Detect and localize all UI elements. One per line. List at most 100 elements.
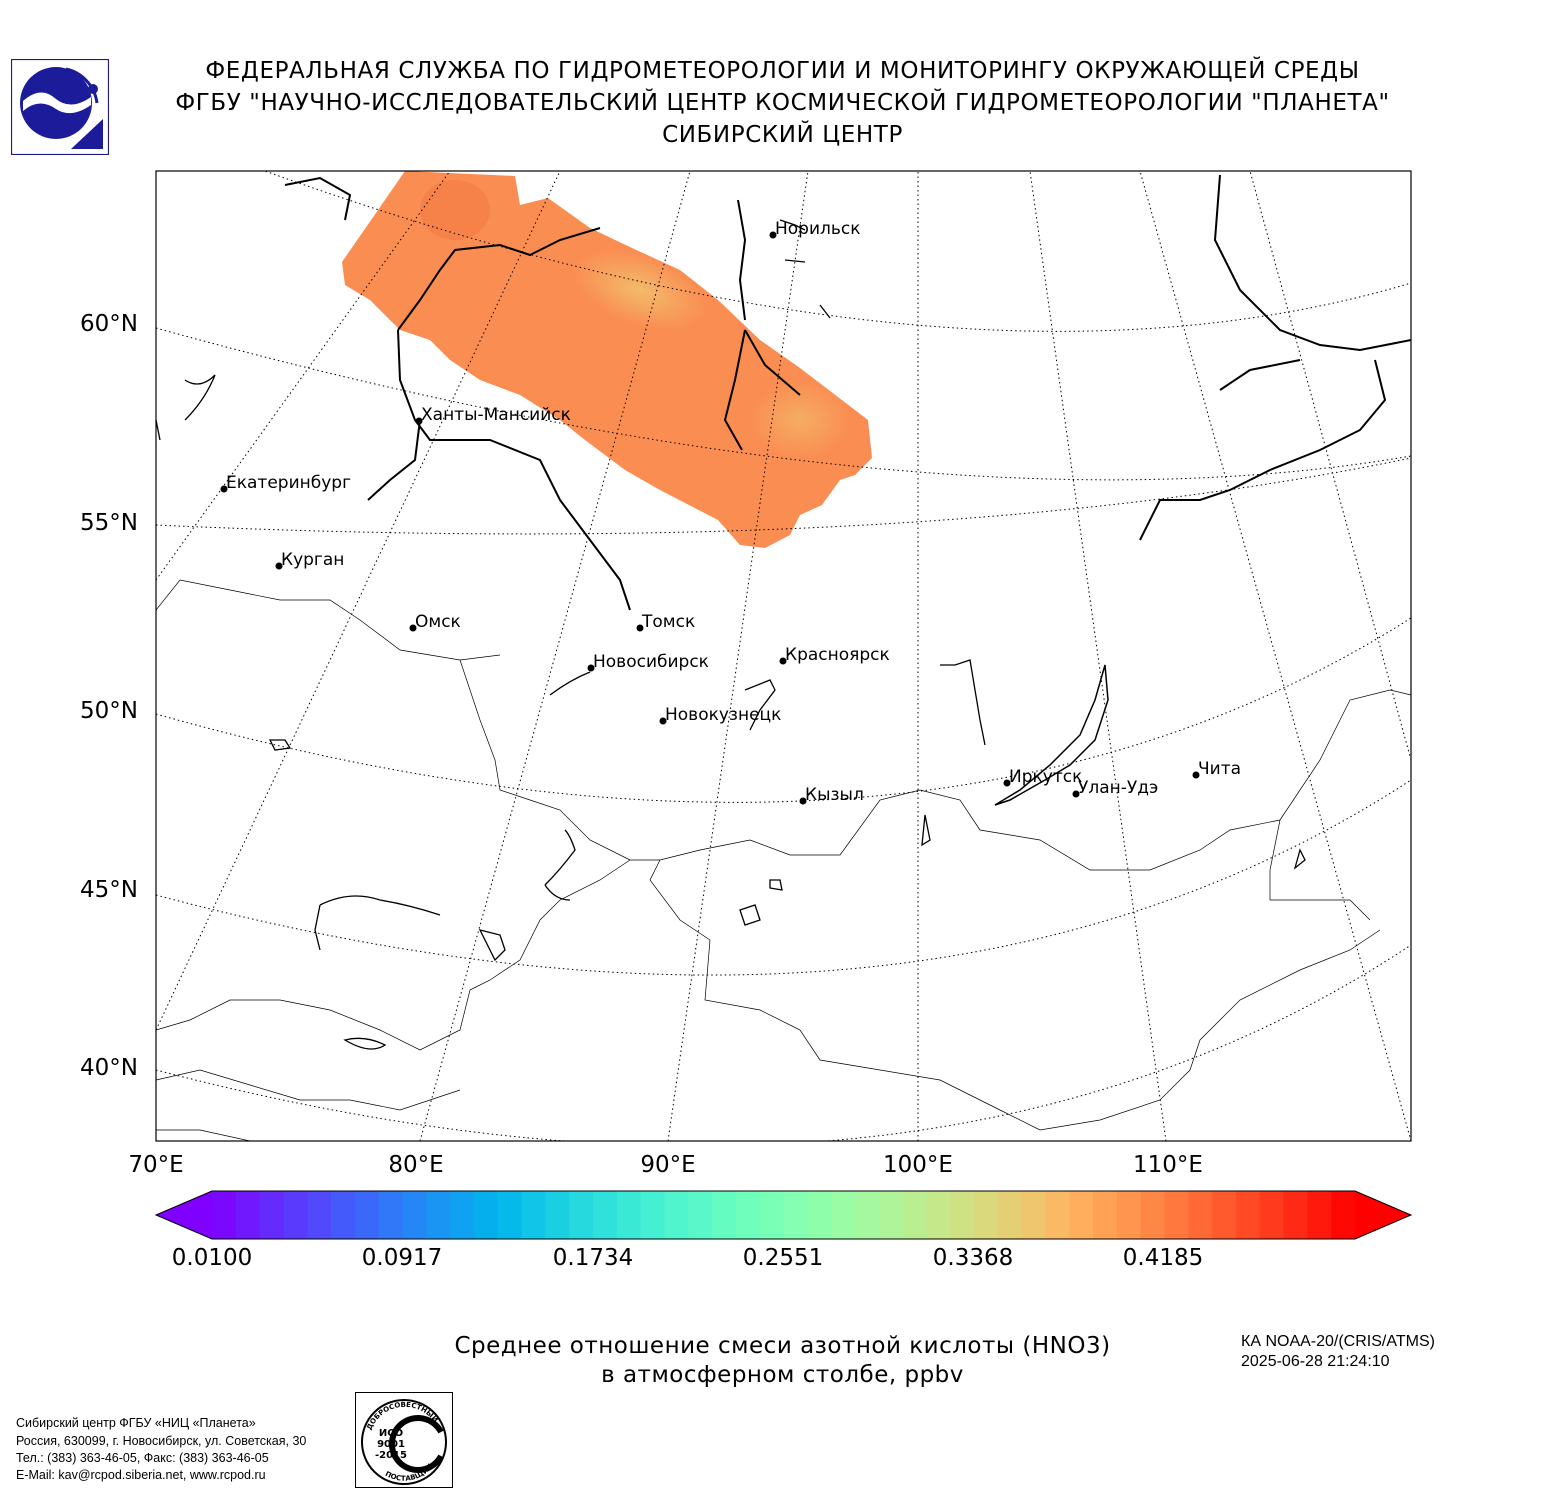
- colorbar-cell: [1140, 1191, 1166, 1239]
- planeta-logo: [10, 58, 110, 156]
- city-label: Новосибирск: [593, 652, 709, 672]
- colorbar-cell: [1021, 1191, 1047, 1239]
- header-line-1: ФЕДЕРАЛЬНАЯ СЛУЖБА ПО ГИДРОМЕТЕОРОЛОГИИ …: [205, 58, 1360, 84]
- iso-text-1: ИСО: [379, 1428, 403, 1439]
- footer-line-2: Россия, 630099, г. Новосибирск, ул. Сове…: [16, 1434, 307, 1448]
- lon-label: 110°E: [1133, 1152, 1203, 1178]
- city-dot-chita: [1192, 771, 1200, 779]
- colorbar-cell: [712, 1191, 737, 1239]
- lake-baikal: [994, 664, 1109, 806]
- lon-label: 70°E: [128, 1152, 184, 1178]
- city-label: Кызыл: [805, 785, 864, 805]
- colorbar-cell: [902, 1191, 927, 1239]
- colorbar-cell: [235, 1191, 261, 1239]
- colorbar-cell: [1259, 1191, 1285, 1239]
- city-dot-kyzyl: [799, 797, 807, 805]
- iso-text-3: -2015: [375, 1450, 407, 1461]
- hno3-swath: [342, 171, 872, 548]
- city-dot-krasnoyarsk: [779, 657, 787, 665]
- colorbar-cell: [974, 1191, 999, 1239]
- lakes: [156, 219, 1306, 1050]
- lon-label: 100°E: [883, 1152, 953, 1178]
- colorbar-cell: [521, 1191, 546, 1239]
- satellite-instrument: КА NOAA-20/(CRIS/ATMS): [1241, 1333, 1435, 1350]
- caption-line-1: Среднее отношение смеси азотной кислоты …: [454, 1333, 1111, 1359]
- colorbar-cell: [354, 1191, 380, 1239]
- footer-line-3: Тел.: (383) 363-46-05, Факс: (383) 363-4…: [16, 1451, 269, 1465]
- city-dot-norilsk: [769, 231, 777, 239]
- city-dot-ulan-ude: [1072, 790, 1080, 798]
- city-label: Екатеринбург: [226, 473, 351, 493]
- colorbar-cell: [1069, 1191, 1094, 1239]
- colorbar-cell: [473, 1191, 499, 1239]
- map-frame: [155, 170, 1412, 1142]
- colorbar-cell: [1116, 1191, 1142, 1239]
- caption-line-2: в атмосферном столбе, ppbv: [601, 1362, 964, 1388]
- colorbar-cell: [402, 1191, 427, 1239]
- city-dot-ekaterinburg: [220, 485, 228, 493]
- colorbar-cell: [640, 1191, 666, 1239]
- colorbar-cell: [1307, 1191, 1332, 1239]
- city-dot-irkutsk: [1003, 779, 1011, 787]
- city-label: Норильск: [775, 219, 861, 239]
- colorbar-tick: 0.3368: [932, 1245, 1014, 1271]
- city-dot-tomsk: [636, 624, 644, 632]
- colorbar-cell: [569, 1191, 594, 1239]
- colorbar-cell: [854, 1191, 880, 1239]
- borders: [156, 579, 1411, 1141]
- rivers: [284, 174, 1411, 611]
- footer-line-4: E-Mail: kav@rcpod.siberia.net, www.rcpod…: [16, 1468, 266, 1482]
- colorbar-cell: [450, 1191, 475, 1239]
- colorbar-tick: 0.0100: [171, 1245, 253, 1271]
- lon-label: 90°E: [640, 1152, 696, 1178]
- lon-label: 80°E: [388, 1152, 444, 1178]
- colorbar-cell: [331, 1191, 356, 1239]
- colorbar-cell: [1164, 1191, 1189, 1239]
- colorbar-tick: 0.4185: [1122, 1245, 1204, 1271]
- lat-label: 60°N: [80, 311, 138, 337]
- lat-label: 50°N: [80, 698, 138, 724]
- lat-label: 40°N: [80, 1055, 138, 1081]
- lat-label: 55°N: [80, 510, 138, 536]
- city-label: Иркутск: [1009, 767, 1082, 787]
- city-label: Омск: [415, 612, 461, 632]
- colorbar-cell: [212, 1191, 237, 1239]
- city-dot-khanty-mansiysk: [415, 417, 423, 425]
- colorbar-tick: 0.1734: [552, 1245, 634, 1271]
- colorbar-cell: [1093, 1191, 1118, 1239]
- header-line-2: ФГБУ "НАУЧНО-ИССЛЕДОВАТЕЛЬСКИЙ ЦЕНТР КОС…: [175, 90, 1390, 116]
- colorbar-cell: [593, 1191, 618, 1239]
- colorbar-cell: [926, 1191, 951, 1239]
- colorbar-cell: [950, 1191, 975, 1239]
- colorbar-cell: [283, 1191, 308, 1239]
- iso-text-2: 9001: [377, 1439, 405, 1450]
- colorbar-cell: [1212, 1191, 1237, 1239]
- colorbar-cell: [759, 1191, 785, 1239]
- colorbar-cell: [426, 1191, 451, 1239]
- city-label: Курган: [281, 550, 344, 570]
- colorbar-cell: [688, 1191, 713, 1239]
- city-label: Ханты-Мансийск: [421, 405, 571, 425]
- city-label: Улан-Удэ: [1078, 778, 1158, 798]
- colorbar-cell: [545, 1191, 570, 1239]
- city-label: Чита: [1198, 759, 1241, 779]
- colorbar-tick: 0.2551: [742, 1245, 824, 1271]
- city-label: Новокузнецк: [665, 705, 781, 725]
- city-dot-novokuznetsk: [659, 717, 667, 725]
- colorbar-cell: [497, 1191, 523, 1239]
- colorbar-cell: [259, 1191, 285, 1239]
- city-dot-novosibirsk: [587, 664, 595, 672]
- city-label: Красноярск: [785, 645, 890, 665]
- iso-badge: ДОБРОСОВЕСТНЫЙ ПОСТАВЩИК ИСО 9001 -2015: [355, 1392, 453, 1488]
- colorbar-cell: [1331, 1191, 1356, 1239]
- city-label: Томск: [641, 612, 695, 632]
- satellite-datetime: 2025-06-28 21:24:10: [1241, 1353, 1390, 1370]
- city-markers: [220, 231, 1200, 805]
- city-dot-kurgan: [275, 562, 283, 570]
- lat-label: 45°N: [80, 877, 138, 903]
- colorbar-cell: [1283, 1191, 1308, 1239]
- graticule: [156, 171, 1411, 1141]
- footer-line-1: Сибирский центр ФГБУ «НИЦ «Планета»: [16, 1416, 256, 1430]
- header-line-3: СИБИРСКИЙ ЦЕНТР: [662, 122, 903, 148]
